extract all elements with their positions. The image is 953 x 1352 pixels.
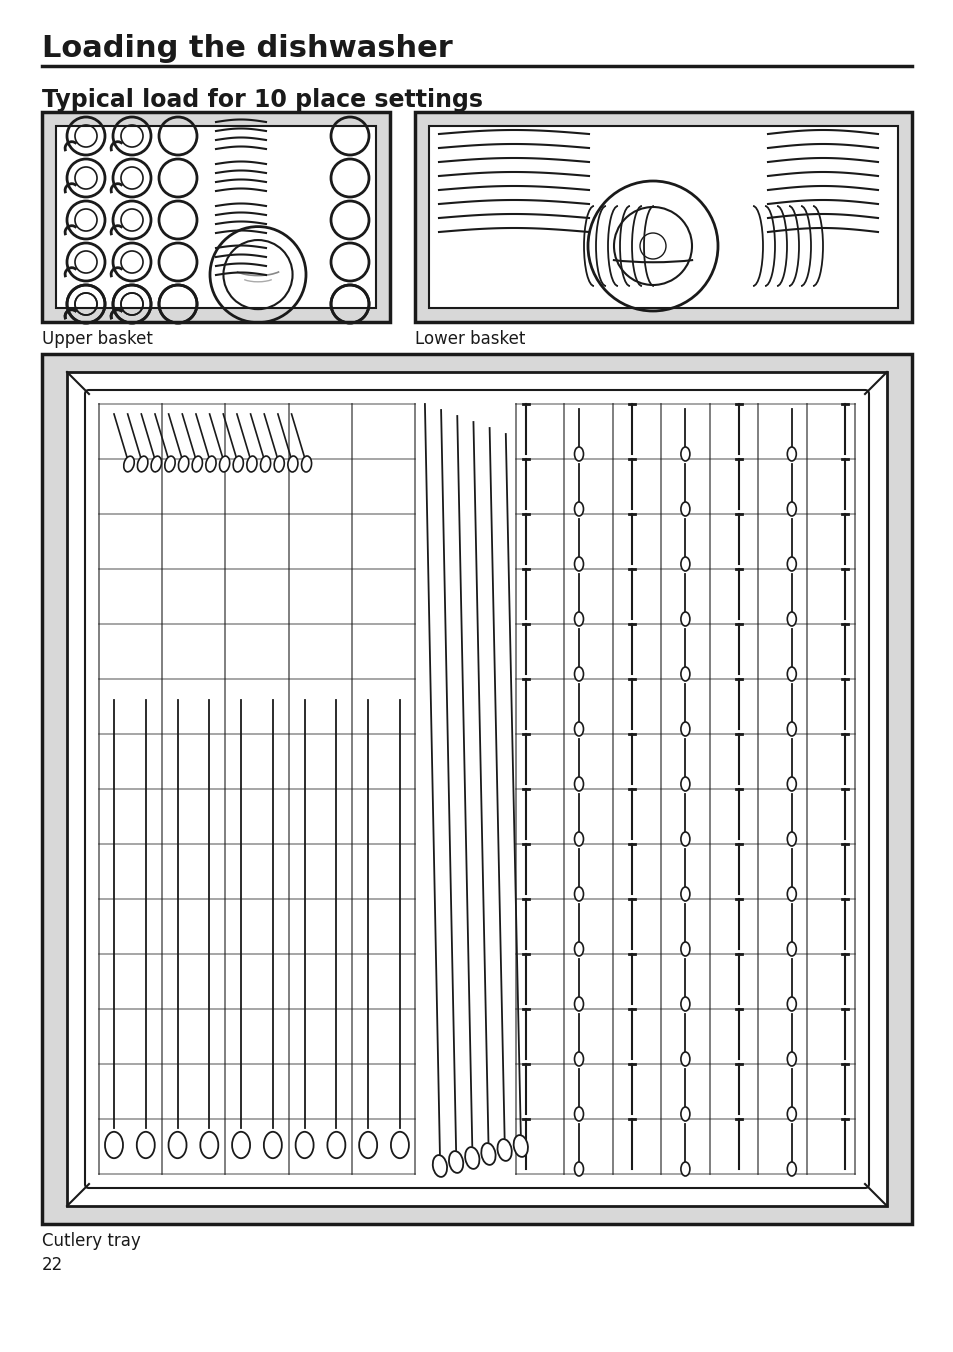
Ellipse shape <box>680 722 689 735</box>
Ellipse shape <box>574 448 583 461</box>
Ellipse shape <box>574 777 583 791</box>
Text: Cutlery tray: Cutlery tray <box>42 1232 141 1251</box>
Text: Loading the dishwasher: Loading the dishwasher <box>42 34 453 64</box>
Ellipse shape <box>786 557 796 571</box>
Ellipse shape <box>680 887 689 900</box>
FancyBboxPatch shape <box>67 372 886 1206</box>
Ellipse shape <box>680 612 689 626</box>
Text: Upper basket: Upper basket <box>42 330 152 347</box>
Ellipse shape <box>574 502 583 516</box>
Ellipse shape <box>105 1132 123 1159</box>
Ellipse shape <box>574 612 583 626</box>
Ellipse shape <box>786 1107 796 1121</box>
Ellipse shape <box>574 667 583 681</box>
Ellipse shape <box>786 502 796 516</box>
FancyBboxPatch shape <box>415 112 911 322</box>
Ellipse shape <box>449 1151 463 1174</box>
Text: 22: 22 <box>42 1256 63 1274</box>
Ellipse shape <box>391 1132 409 1159</box>
Ellipse shape <box>206 456 215 472</box>
Ellipse shape <box>295 1132 314 1159</box>
Ellipse shape <box>327 1132 345 1159</box>
Ellipse shape <box>178 456 189 472</box>
Ellipse shape <box>680 667 689 681</box>
Ellipse shape <box>680 557 689 571</box>
Ellipse shape <box>574 887 583 900</box>
Ellipse shape <box>680 777 689 791</box>
Ellipse shape <box>786 448 796 461</box>
Ellipse shape <box>680 448 689 461</box>
Ellipse shape <box>165 456 175 472</box>
Ellipse shape <box>786 996 796 1011</box>
FancyBboxPatch shape <box>42 112 390 322</box>
Ellipse shape <box>786 667 796 681</box>
Ellipse shape <box>433 1155 447 1176</box>
Ellipse shape <box>481 1142 495 1165</box>
Ellipse shape <box>786 722 796 735</box>
Ellipse shape <box>274 456 284 472</box>
Text: Typical load for 10 place settings: Typical load for 10 place settings <box>42 88 482 112</box>
Ellipse shape <box>574 942 583 956</box>
Ellipse shape <box>574 996 583 1011</box>
Ellipse shape <box>358 1132 376 1159</box>
Ellipse shape <box>136 1132 154 1159</box>
Ellipse shape <box>786 942 796 956</box>
Ellipse shape <box>192 456 202 472</box>
Ellipse shape <box>680 831 689 846</box>
Ellipse shape <box>680 1161 689 1176</box>
FancyBboxPatch shape <box>85 389 868 1188</box>
Ellipse shape <box>233 456 243 472</box>
Ellipse shape <box>786 777 796 791</box>
Ellipse shape <box>513 1136 527 1157</box>
Ellipse shape <box>574 831 583 846</box>
Ellipse shape <box>680 996 689 1011</box>
Ellipse shape <box>786 1052 796 1065</box>
Ellipse shape <box>260 456 271 472</box>
Ellipse shape <box>574 1052 583 1065</box>
Ellipse shape <box>264 1132 281 1159</box>
Ellipse shape <box>680 1052 689 1065</box>
Ellipse shape <box>786 1161 796 1176</box>
Ellipse shape <box>151 456 161 472</box>
Ellipse shape <box>219 456 230 472</box>
Ellipse shape <box>786 612 796 626</box>
Ellipse shape <box>680 942 689 956</box>
Ellipse shape <box>680 502 689 516</box>
Ellipse shape <box>574 557 583 571</box>
Ellipse shape <box>288 456 297 472</box>
Ellipse shape <box>137 456 148 472</box>
Ellipse shape <box>200 1132 218 1159</box>
Ellipse shape <box>124 456 134 472</box>
Ellipse shape <box>232 1132 250 1159</box>
Ellipse shape <box>786 887 796 900</box>
Ellipse shape <box>786 831 796 846</box>
Ellipse shape <box>247 456 256 472</box>
Ellipse shape <box>497 1140 511 1161</box>
FancyBboxPatch shape <box>56 126 375 308</box>
Ellipse shape <box>301 456 312 472</box>
Ellipse shape <box>680 1107 689 1121</box>
Ellipse shape <box>169 1132 187 1159</box>
Ellipse shape <box>465 1146 479 1169</box>
Ellipse shape <box>574 722 583 735</box>
Ellipse shape <box>574 1161 583 1176</box>
FancyBboxPatch shape <box>42 354 911 1224</box>
Ellipse shape <box>574 1107 583 1121</box>
FancyBboxPatch shape <box>429 126 897 308</box>
Text: Lower basket: Lower basket <box>415 330 525 347</box>
